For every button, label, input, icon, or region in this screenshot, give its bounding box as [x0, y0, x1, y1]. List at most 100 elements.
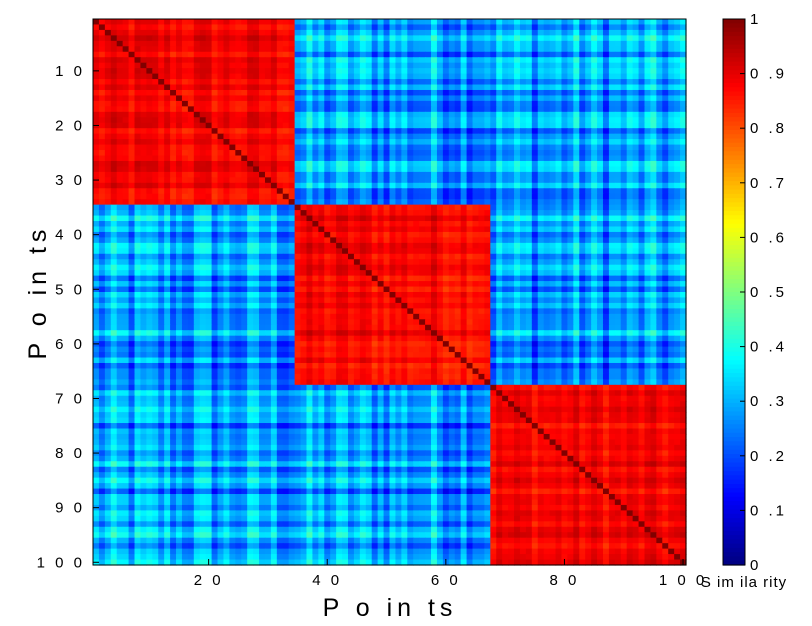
heatmap-cell — [193, 253, 201, 260]
heatmap-cell — [496, 171, 503, 178]
heatmap-cell — [454, 215, 462, 222]
heatmap-cell — [626, 286, 634, 293]
heatmap-cell — [324, 215, 331, 222]
heatmap-cell — [591, 19, 598, 26]
heatmap-cell — [253, 221, 260, 228]
heatmap-cell — [466, 242, 474, 249]
heatmap-cell — [199, 259, 207, 266]
heatmap-cell — [217, 57, 225, 64]
heatmap-cell — [549, 182, 557, 189]
heatmap-cell — [597, 264, 604, 271]
heatmap-cell — [205, 231, 213, 238]
heatmap-cell — [484, 128, 491, 135]
heatmap-cell — [555, 144, 563, 151]
heatmap-cell — [223, 177, 230, 184]
heatmap-cell — [549, 133, 557, 140]
heatmap-cell — [342, 188, 349, 195]
heatmap-cell — [259, 139, 266, 146]
heatmap-cell — [312, 144, 319, 151]
heatmap-cell — [448, 117, 456, 124]
heatmap-cell — [306, 231, 314, 238]
heatmap-cell — [259, 155, 266, 162]
heatmap-cell — [431, 73, 438, 80]
heatmap-cell — [365, 106, 373, 113]
heatmap-cell — [187, 24, 195, 31]
heatmap-cell — [353, 166, 361, 173]
heatmap-cell — [448, 57, 456, 64]
heatmap-cell — [638, 111, 646, 118]
heatmap-cell — [413, 73, 420, 80]
heatmap-cell — [519, 242, 527, 249]
heatmap-cell — [116, 150, 124, 157]
heatmap-cell — [110, 79, 118, 86]
heatmap-cell — [597, 155, 604, 162]
heatmap-cell — [579, 221, 586, 228]
heatmap-cell — [205, 68, 213, 75]
heatmap-cell — [158, 237, 165, 244]
heatmap-cell — [436, 139, 444, 146]
heatmap-cell — [205, 286, 213, 293]
heatmap-cell — [537, 210, 545, 217]
heatmap-cell — [626, 155, 634, 162]
heatmap-cell — [270, 106, 278, 113]
heatmap-cell — [158, 122, 165, 129]
heatmap-cell — [442, 106, 450, 113]
heatmap-cell — [514, 106, 521, 113]
heatmap-cell — [472, 68, 480, 75]
heatmap-cell — [508, 193, 515, 200]
heatmap-cell — [585, 199, 592, 206]
heatmap-cell — [460, 259, 468, 266]
heatmap-cell — [442, 270, 450, 277]
heatmap-cell — [638, 68, 646, 75]
heatmap-cell — [579, 89, 586, 97]
heatmap-cell — [152, 281, 159, 288]
heatmap-cell — [591, 73, 598, 80]
heatmap-cell — [276, 150, 284, 157]
heatmap-cell — [407, 128, 414, 135]
heatmap-cell — [193, 286, 201, 293]
heatmap-cell — [211, 40, 219, 47]
heatmap-cell — [300, 275, 308, 282]
heatmap-cell — [549, 29, 557, 36]
heatmap-cell — [223, 35, 230, 42]
heatmap-cell — [288, 57, 296, 64]
heatmap-cell — [620, 275, 628, 282]
heatmap-cell — [193, 29, 201, 36]
heatmap-cell — [484, 177, 491, 184]
heatmap-cell — [662, 133, 669, 140]
heatmap-cell — [235, 286, 242, 293]
heatmap-cell — [668, 242, 675, 249]
heatmap-cell — [644, 259, 652, 266]
heatmap-cell — [514, 281, 521, 288]
heatmap-cell — [205, 144, 213, 151]
heatmap-cell — [614, 95, 622, 102]
heatmap-cell — [662, 171, 669, 178]
heatmap-cell — [122, 19, 130, 26]
heatmap-cell — [436, 221, 444, 228]
heatmap-cell — [537, 51, 545, 58]
heatmap-cell — [122, 117, 130, 124]
heatmap-cell — [389, 57, 397, 64]
heatmap-cell — [205, 117, 213, 124]
heatmap-cell — [626, 144, 634, 151]
heatmap-cell — [656, 171, 663, 178]
heatmap-cell — [591, 160, 598, 168]
heatmap-cell — [371, 106, 379, 113]
heatmap-cell — [662, 166, 669, 173]
heatmap-cell — [347, 40, 355, 47]
heatmap-cell — [223, 188, 230, 195]
heatmap-cell — [496, 19, 503, 26]
heatmap-cell — [502, 73, 509, 80]
heatmap-cell — [383, 275, 391, 282]
heatmap-cell — [448, 46, 456, 53]
heatmap-cell — [318, 264, 325, 271]
heatmap-cell — [377, 150, 385, 157]
heatmap-cell — [419, 133, 426, 140]
heatmap-cell — [270, 221, 278, 228]
heatmap-cell — [217, 106, 225, 113]
heatmap-cell — [193, 166, 201, 173]
heatmap-cell — [431, 237, 438, 244]
heatmap-cell — [490, 188, 497, 195]
heatmap-cell — [330, 139, 337, 146]
heatmap-cell — [549, 160, 557, 168]
